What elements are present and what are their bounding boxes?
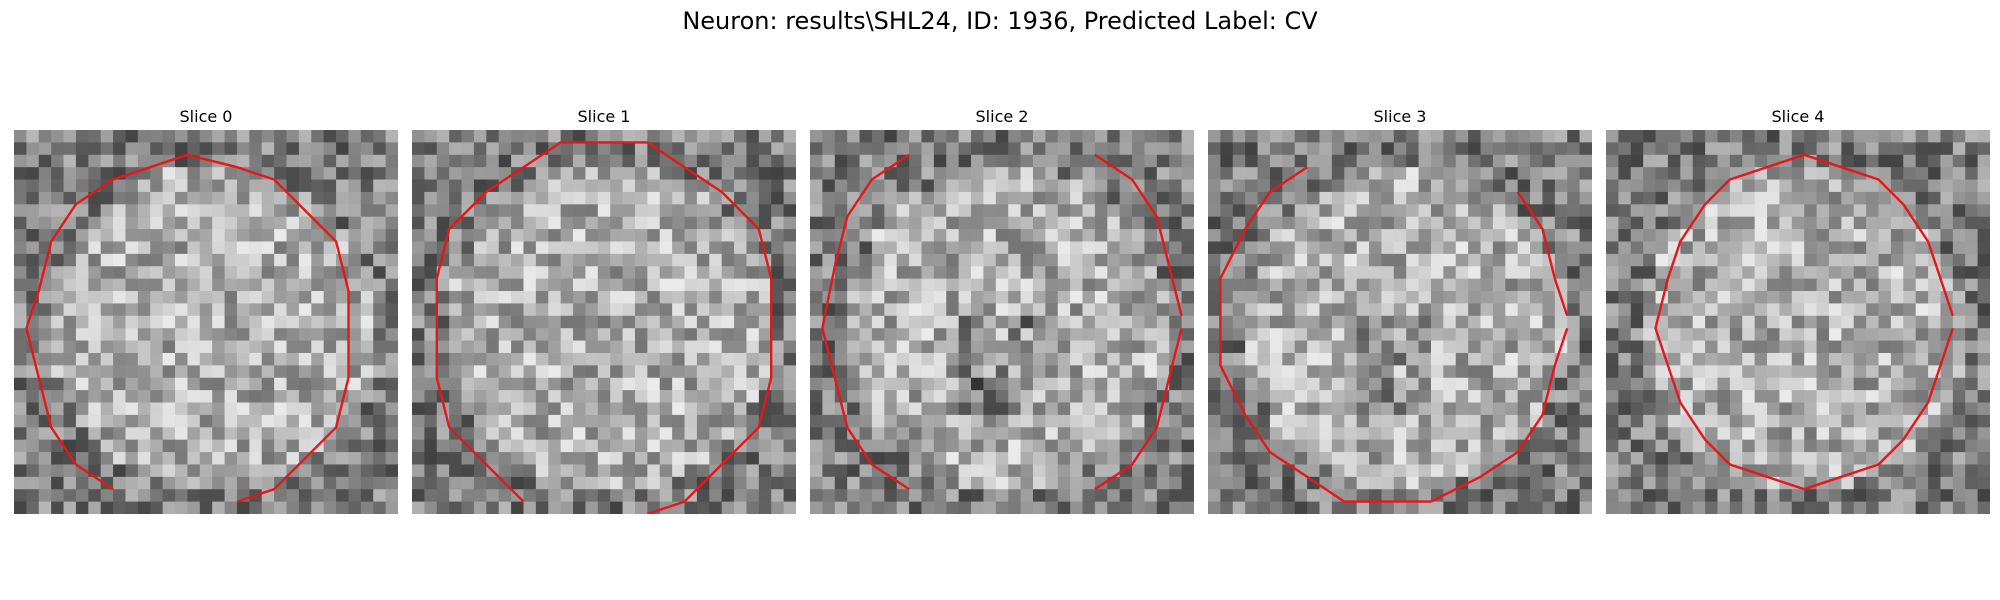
pixel-grid [810,130,1194,514]
pixel-grid [1606,130,1990,514]
slice-panel-3: Slice 3 [1208,104,1592,514]
slice-image [412,130,796,514]
slice-panel-1: Slice 1 [412,104,796,514]
slice-title: Slice 0 [179,107,233,126]
slice-panel-0: Slice 0 [14,104,398,514]
pixel-grid [412,130,796,514]
slice-title: Slice 3 [1373,107,1427,126]
roi-contour [1654,153,1954,491]
roi-contour [435,141,773,514]
slice-title: Slice 2 [975,107,1029,126]
pixel-grid [1208,130,1592,514]
slice-title: Slice 4 [1771,107,1825,126]
slice-image [1208,130,1592,514]
slice-panel-4: Slice 4 [1606,104,1990,514]
slice-panel-2: Slice 2 [810,104,1194,514]
roi-contour [821,153,1183,491]
slice-image [810,130,1194,514]
roi-contour [25,153,350,503]
slice-title: Slice 1 [577,107,631,126]
slice-image [14,130,398,514]
pixel-grid [14,130,398,514]
roi-contour [1219,166,1569,503]
figure-title: Neuron: results\SHL24, ID: 1936, Predict… [682,7,1318,35]
slice-image [1606,130,1990,514]
